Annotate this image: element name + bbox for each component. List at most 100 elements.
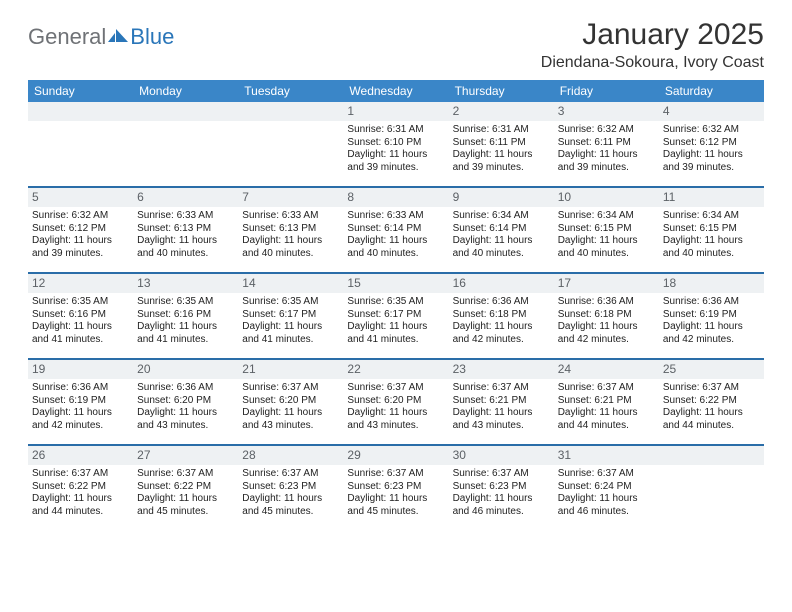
day-number: .: [238, 102, 343, 121]
sunrise-line: Sunrise: 6:36 AM: [137, 382, 234, 395]
daylight-line: Daylight: 11 hours and 45 minutes.: [242, 493, 339, 518]
day-cell: .: [28, 102, 133, 186]
daylight-line: Daylight: 11 hours and 41 minutes.: [137, 321, 234, 346]
daylight-line: Daylight: 11 hours and 44 minutes.: [663, 407, 760, 432]
day-number: .: [133, 102, 238, 121]
month-title: January 2025: [541, 18, 764, 52]
day-cell: .: [659, 446, 764, 530]
daylight-line: Daylight: 11 hours and 44 minutes.: [32, 493, 129, 518]
sunset-line: Sunset: 6:17 PM: [242, 309, 339, 322]
sunset-line: Sunset: 6:23 PM: [242, 481, 339, 494]
sunset-line: Sunset: 6:21 PM: [453, 395, 550, 408]
weekday-header-row: SundayMondayTuesdayWednesdayThursdayFrid…: [28, 80, 764, 102]
logo-text-general: General: [28, 24, 106, 50]
sunrise-line: Sunrise: 6:33 AM: [347, 210, 444, 223]
sunset-line: Sunset: 6:13 PM: [137, 223, 234, 236]
day-cell: .: [133, 102, 238, 186]
day-number: 27: [133, 446, 238, 465]
day-cell: 24Sunrise: 6:37 AMSunset: 6:21 PMDayligh…: [554, 360, 659, 444]
day-cell: 13Sunrise: 6:35 AMSunset: 6:16 PMDayligh…: [133, 274, 238, 358]
sunrise-line: Sunrise: 6:32 AM: [558, 124, 655, 137]
sunrise-line: Sunrise: 6:35 AM: [137, 296, 234, 309]
sunrise-line: Sunrise: 6:36 AM: [558, 296, 655, 309]
sunset-line: Sunset: 6:16 PM: [32, 309, 129, 322]
sunset-line: Sunset: 6:20 PM: [137, 395, 234, 408]
weeks-container: ...1Sunrise: 6:31 AMSunset: 6:10 PMDayli…: [28, 102, 764, 530]
sunrise-line: Sunrise: 6:36 AM: [453, 296, 550, 309]
day-cell: 2Sunrise: 6:31 AMSunset: 6:11 PMDaylight…: [449, 102, 554, 186]
daylight-line: Daylight: 11 hours and 40 minutes.: [137, 235, 234, 260]
weekday-header: Tuesday: [238, 80, 343, 102]
daylight-line: Daylight: 11 hours and 43 minutes.: [137, 407, 234, 432]
logo: General Blue: [28, 24, 174, 50]
day-cell: 1Sunrise: 6:31 AMSunset: 6:10 PMDaylight…: [343, 102, 448, 186]
sunset-line: Sunset: 6:22 PM: [137, 481, 234, 494]
sunset-line: Sunset: 6:19 PM: [32, 395, 129, 408]
sunset-line: Sunset: 6:17 PM: [347, 309, 444, 322]
day-cell: 25Sunrise: 6:37 AMSunset: 6:22 PMDayligh…: [659, 360, 764, 444]
title-block: January 2025 Diendana-Sokoura, Ivory Coa…: [541, 18, 764, 72]
daylight-line: Daylight: 11 hours and 44 minutes.: [558, 407, 655, 432]
sunset-line: Sunset: 6:16 PM: [137, 309, 234, 322]
sunrise-line: Sunrise: 6:37 AM: [347, 468, 444, 481]
day-number: 20: [133, 360, 238, 379]
day-number: 8: [343, 188, 448, 207]
day-number: 22: [343, 360, 448, 379]
weekday-header: Saturday: [659, 80, 764, 102]
day-cell: 15Sunrise: 6:35 AMSunset: 6:17 PMDayligh…: [343, 274, 448, 358]
sunrise-line: Sunrise: 6:35 AM: [32, 296, 129, 309]
day-number: 15: [343, 274, 448, 293]
sunrise-line: Sunrise: 6:37 AM: [663, 382, 760, 395]
day-cell: 19Sunrise: 6:36 AMSunset: 6:19 PMDayligh…: [28, 360, 133, 444]
flag-icon: [108, 26, 128, 49]
daylight-line: Daylight: 11 hours and 42 minutes.: [453, 321, 550, 346]
sunset-line: Sunset: 6:22 PM: [32, 481, 129, 494]
day-number: 31: [554, 446, 659, 465]
day-number: 5: [28, 188, 133, 207]
day-cell: 18Sunrise: 6:36 AMSunset: 6:19 PMDayligh…: [659, 274, 764, 358]
daylight-line: Daylight: 11 hours and 43 minutes.: [453, 407, 550, 432]
sunset-line: Sunset: 6:15 PM: [663, 223, 760, 236]
day-cell: 26Sunrise: 6:37 AMSunset: 6:22 PMDayligh…: [28, 446, 133, 530]
daylight-line: Daylight: 11 hours and 40 minutes.: [663, 235, 760, 260]
daylight-line: Daylight: 11 hours and 39 minutes.: [347, 149, 444, 174]
day-cell: 4Sunrise: 6:32 AMSunset: 6:12 PMDaylight…: [659, 102, 764, 186]
daylight-line: Daylight: 11 hours and 46 minutes.: [558, 493, 655, 518]
day-number: .: [28, 102, 133, 121]
sunset-line: Sunset: 6:20 PM: [242, 395, 339, 408]
day-number: 28: [238, 446, 343, 465]
daylight-line: Daylight: 11 hours and 39 minutes.: [32, 235, 129, 260]
day-number: 17: [554, 274, 659, 293]
day-cell: 3Sunrise: 6:32 AMSunset: 6:11 PMDaylight…: [554, 102, 659, 186]
sunrise-line: Sunrise: 6:37 AM: [453, 382, 550, 395]
day-cell: 30Sunrise: 6:37 AMSunset: 6:23 PMDayligh…: [449, 446, 554, 530]
day-cell: 6 Sunrise: 6:33 AMSunset: 6:13 PMDaylight…: [133, 188, 238, 272]
sunrise-line: Sunrise: 6:33 AM: [137, 210, 234, 223]
day-cell: 14Sunrise: 6:35 AMSunset: 6:17 PMDayligh…: [238, 274, 343, 358]
daylight-line: Daylight: 11 hours and 40 minutes.: [347, 235, 444, 260]
day-cell: 21Sunrise: 6:37 AMSunset: 6:20 PMDayligh…: [238, 360, 343, 444]
week-row: 19Sunrise: 6:36 AMSunset: 6:19 PMDayligh…: [28, 358, 764, 444]
sunset-line: Sunset: 6:19 PM: [663, 309, 760, 322]
sunrise-line: Sunrise: 6:34 AM: [453, 210, 550, 223]
sunset-line: Sunset: 6:24 PM: [558, 481, 655, 494]
sunrise-line: Sunrise: 6:37 AM: [242, 382, 339, 395]
sunrise-line: Sunrise: 6:31 AM: [453, 124, 550, 137]
sunrise-line: Sunrise: 6:34 AM: [558, 210, 655, 223]
day-cell: 27Sunrise: 6:37 AMSunset: 6:22 PMDayligh…: [133, 446, 238, 530]
sunset-line: Sunset: 6:23 PM: [347, 481, 444, 494]
week-row: 5Sunrise: 6:32 AMSunset: 6:12 PMDaylight…: [28, 186, 764, 272]
day-number: .: [659, 446, 764, 465]
sunrise-line: Sunrise: 6:37 AM: [32, 468, 129, 481]
day-number: 11: [659, 188, 764, 207]
day-number: 6: [133, 188, 238, 207]
sunset-line: Sunset: 6:12 PM: [32, 223, 129, 236]
day-number: 30: [449, 446, 554, 465]
weekday-header: Wednesday: [343, 80, 448, 102]
week-row: 12Sunrise: 6:35 AMSunset: 6:16 PMDayligh…: [28, 272, 764, 358]
sunset-line: Sunset: 6:21 PM: [558, 395, 655, 408]
daylight-line: Daylight: 11 hours and 41 minutes.: [242, 321, 339, 346]
day-number: 23: [449, 360, 554, 379]
daylight-line: Daylight: 11 hours and 42 minutes.: [32, 407, 129, 432]
day-cell: .: [238, 102, 343, 186]
